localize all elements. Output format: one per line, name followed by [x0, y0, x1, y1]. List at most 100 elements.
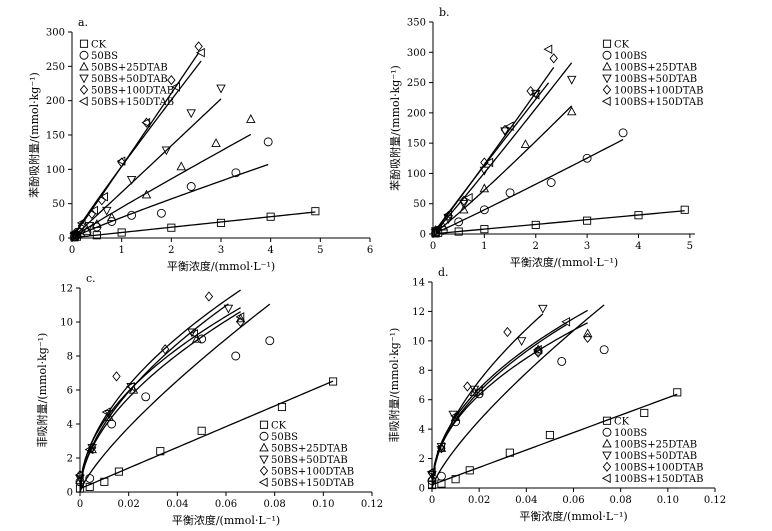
legend-entry: 50BS+25DTAB: [271, 443, 348, 454]
fit-curve: [431, 393, 678, 486]
fit-curve: [431, 309, 588, 489]
data-point: [459, 200, 469, 209]
fit-curve: [74, 211, 316, 239]
series-100bs-25dtab: [427, 322, 593, 489]
y-axis-label: 菲吸附量/(mmol·kg⁻¹): [35, 333, 49, 448]
y-tick-label: 150: [407, 139, 426, 150]
y-tick-label: 0: [419, 484, 425, 495]
legend-entry: 50BS+150DTAB: [91, 97, 174, 108]
data-point: [480, 225, 489, 234]
legend-entry: 100BS+25DTAB: [614, 439, 697, 450]
x-tick-label: 4: [267, 245, 273, 256]
legend-entry: 50BS+50DTAB: [271, 455, 348, 466]
fit-curve: [435, 138, 624, 234]
series-ck: [75, 377, 338, 493]
y-tick-label: 200: [407, 108, 426, 119]
fit-curve: [74, 98, 222, 237]
data-point: [265, 336, 275, 346]
data-point: [161, 146, 172, 156]
legend-marker: [259, 431, 269, 441]
data-point: [451, 475, 460, 484]
legend-marker: [259, 442, 269, 452]
data-point: [329, 377, 338, 386]
x-tick-label: 0.04: [166, 499, 188, 510]
legend-entry: 50BS+100DTAB: [91, 85, 174, 96]
data-point: [426, 467, 436, 477]
data-point: [84, 444, 94, 455]
data-point: [503, 326, 512, 338]
legend-entry: CK: [271, 420, 287, 431]
y-tick-label: 6: [419, 395, 425, 406]
fit-curve: [435, 62, 573, 232]
legend-marker: [601, 96, 611, 107]
y-axis-label: 苯酚吸附量/(mmol·kg⁻¹): [27, 72, 41, 198]
data-point: [117, 228, 126, 237]
data-point: [543, 44, 553, 55]
data-point: [430, 225, 440, 235]
x-axis-label: 平衡浓度/(mmol·L⁻¹): [510, 255, 618, 269]
fit-curve: [431, 322, 588, 489]
data-point: [427, 472, 437, 482]
series-50bs-150dtab: [69, 47, 205, 238]
data-point: [504, 121, 514, 131]
legend-marker: [79, 50, 89, 60]
fit-curve: [431, 304, 605, 489]
data-point: [141, 189, 152, 199]
data-point: [231, 351, 241, 361]
legend-entry: 50BS+50DTAB: [91, 74, 168, 85]
legend-entry: 100BS: [614, 428, 647, 439]
y-tick-label: 0: [59, 234, 65, 245]
data-point: [459, 204, 469, 214]
data-point: [680, 205, 689, 214]
data-point: [566, 75, 577, 85]
data-point: [566, 106, 577, 116]
panel-label: a.: [78, 16, 88, 29]
data-point: [156, 447, 165, 456]
series-100bs-100dtab: [427, 309, 592, 489]
y-tick-label: 10: [412, 336, 425, 347]
series-50bs-150dtab: [74, 307, 245, 493]
x-tick-label: 2: [533, 241, 539, 252]
fit-curve: [435, 82, 550, 231]
data-point: [546, 178, 556, 187]
fit-curve: [79, 289, 241, 493]
data-point: [216, 218, 226, 227]
data-point: [167, 223, 176, 232]
data-point: [640, 408, 649, 418]
data-point: [231, 168, 241, 178]
y-tick-label: 250: [407, 78, 426, 89]
y-tick-label: 2: [419, 454, 425, 465]
y-tick-label: 10: [60, 318, 73, 329]
data-point: [500, 124, 510, 135]
legend-marker: [79, 84, 89, 95]
data-point: [106, 212, 117, 222]
x-tick-label: 3: [218, 245, 224, 256]
legend-marker: [259, 420, 269, 429]
data-point: [533, 344, 543, 354]
data-point: [450, 411, 460, 421]
series-50bs: [75, 303, 275, 493]
data-point: [186, 182, 196, 191]
data-point: [195, 47, 205, 58]
y-tick-label: 8: [419, 366, 425, 377]
data-point: [116, 156, 126, 166]
data-point: [530, 89, 540, 100]
data-point: [545, 430, 554, 440]
chart-panel-4: 0 0.02 0.04 0.06 0.08 0.10 0.12 0 2 4 6 8 10 12 14 平衡浓度…: [387, 266, 726, 523]
series-50bs-25dtab: [75, 311, 246, 493]
data-point: [186, 109, 196, 119]
data-point: [211, 138, 221, 147]
y-tick-label: 50: [52, 199, 65, 210]
legend-marker: [79, 39, 89, 48]
y-axis-label: 菲吸附量/(mmol·kg⁻¹): [387, 328, 401, 443]
fit-curve: [73, 60, 202, 235]
data-point: [583, 332, 592, 344]
data-point: [125, 381, 135, 392]
data-point: [75, 484, 85, 493]
legend: CK50BS50BS+25DTAB50BS+50DTAB50BS+100DTAB…: [78, 39, 174, 108]
data-point: [171, 82, 180, 92]
data-point: [127, 210, 137, 220]
x-tick-label: 0.06: [562, 495, 584, 506]
x-tick-label: 1: [118, 245, 124, 256]
